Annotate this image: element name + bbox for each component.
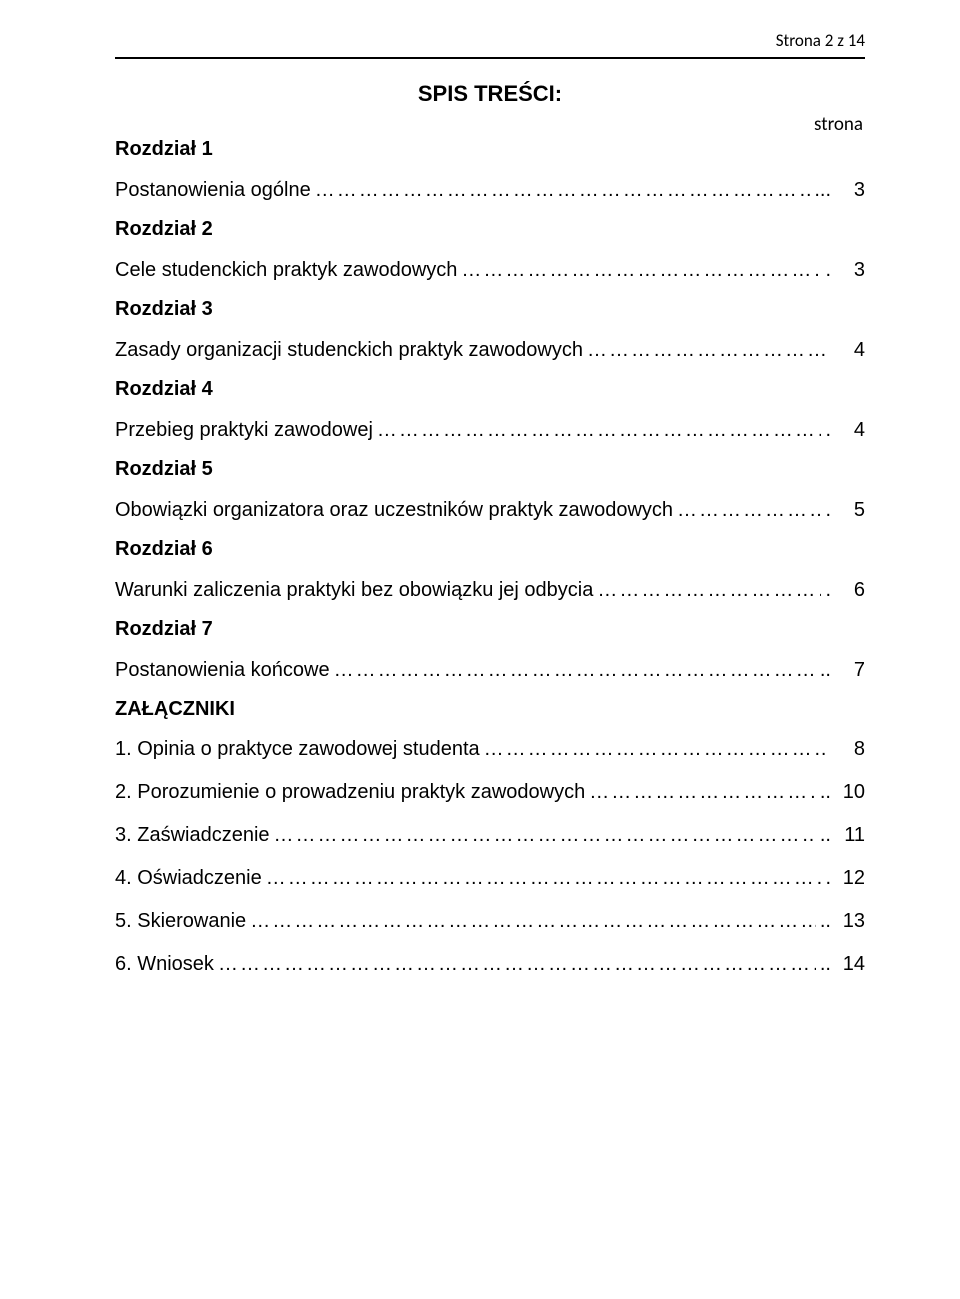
toc-leader-dots: ………………………………………………………………………………………………………… xyxy=(677,495,821,525)
attachment-page: 13 xyxy=(831,906,865,936)
toc-entry-page: 3 xyxy=(831,175,865,205)
toc-entry-page: 4 xyxy=(831,335,865,365)
toc-chapter-block: Rozdział 3 Zasady organizacji studenckich… xyxy=(115,298,865,365)
toc-leader-dots: ………………………………………………………………………………………………………… xyxy=(334,655,816,685)
toc-entry-text: Warunki zaliczenia praktyki bez obowiązk… xyxy=(115,575,593,605)
attachment-page: 8 xyxy=(831,734,865,764)
toc-leader-dots: ………………………………………………………………………………………………………… xyxy=(377,415,822,445)
attachments-title: ZAŁĄCZNIKI xyxy=(115,698,865,721)
toc-entry-text: Przebieg praktyki zawodowej xyxy=(115,415,373,445)
toc-chapter-block: Rozdział 2 Cele studenckich praktyk zawod… xyxy=(115,218,865,285)
toc-leader-dots: ………………………………………………………………………………………………………… xyxy=(315,175,811,205)
toc-chapter-block: Rozdział 6 Warunki zaliczenia praktyki be… xyxy=(115,538,865,605)
column-label-strona: strona xyxy=(115,113,865,136)
chapter-label: Rozdział 4 xyxy=(115,378,865,401)
toc-entry-text: Zasady organizacji studenckich praktyk z… xyxy=(115,335,583,365)
attachment-text: 4. Oświadczenie xyxy=(115,863,262,893)
toc-leader-dots: …………………………………………………………………………………………………………… xyxy=(218,949,816,979)
toc-leader-dots: ………………………………………………………………………………………………………… xyxy=(266,863,822,893)
toc-entry-text: Cele studenckich praktyk zawodowych xyxy=(115,255,457,285)
chapter-label: Rozdział 1 xyxy=(115,138,865,161)
toc-entry-page: 4 xyxy=(831,415,865,445)
toc-entry-page: 6 xyxy=(831,575,865,605)
chapter-label: Rozdział 5 xyxy=(115,458,865,481)
attachment-text: 3. Zaświadczenie xyxy=(115,820,270,850)
header-rule xyxy=(115,57,865,59)
attachment-suffix: .. xyxy=(820,777,831,807)
page-header: Strona 2 z 14 xyxy=(115,30,865,51)
toc-leader-dots: ………………………………………………………………………………………………………… xyxy=(484,734,827,764)
attachment-row: 5. Skierowanie …………………………………………………………………… xyxy=(115,906,865,936)
toc-row: Postanowienia ogólne……………………………………………………… xyxy=(115,175,865,205)
toc-chapter-block: Rozdział 7 Postanowienia końcowe………………………… xyxy=(115,618,865,685)
attachment-suffix: .. xyxy=(820,906,831,936)
chapter-label: Rozdział 7 xyxy=(115,618,865,641)
toc-chapter-block: Rozdział 5 Obowiązki organizatora oraz uc… xyxy=(115,458,865,525)
toc-row: Obowiązki organizatora oraz uczestników … xyxy=(115,495,865,525)
toc-leader-dots: ………………………………………………………………………………………………………… xyxy=(250,906,816,936)
chapter-label: Rozdział 6 xyxy=(115,538,865,561)
attachment-row: 1. Opinia o praktyce zawodowej studenta…… xyxy=(115,734,865,764)
toc-row: Cele studenckich praktyk zawodowych……………… xyxy=(115,255,865,285)
attachment-page: 11 xyxy=(831,820,865,850)
attachment-row: 2. Porozumienie o prowadzeniu praktyk za… xyxy=(115,777,865,807)
attachment-row: 3. Zaświadczenie………………………………………………………………… xyxy=(115,820,865,850)
toc-leader-dots: ………………………………………………………………………………………………………… xyxy=(274,820,816,850)
toc-row: Postanowienia końcowe…………………………………………………… xyxy=(115,655,865,685)
attachment-page: 10 xyxy=(831,777,865,807)
toc-chapter-block: Rozdział 1 Postanowienia ogólne…………………………… xyxy=(115,138,865,205)
document-page: Strona 2 z 14 SPIS TREŚCI: strona Rozdzi… xyxy=(0,0,960,1299)
attachment-suffix: .. xyxy=(820,949,831,979)
attachment-suffix: .. xyxy=(820,820,831,850)
toc-entry-text: Postanowienia końcowe xyxy=(115,655,330,685)
toc-leader-dots: ………………………………………………………………………………………………………… xyxy=(597,575,821,605)
attachment-row: 4. Oświadczenie…………………………………………………………………… xyxy=(115,863,865,893)
attachment-text: 2. Porozumienie o prowadzeniu praktyk za… xyxy=(115,777,585,807)
toc-entry-text: Postanowienia ogólne xyxy=(115,175,311,205)
toc-entry-page: 7 xyxy=(831,655,865,685)
toc-leader-dots: ………………………………………………………………………………………………………… xyxy=(461,255,821,285)
chapter-label: Rozdział 3 xyxy=(115,298,865,321)
attachment-text: 5. Skierowanie xyxy=(115,906,246,936)
attachment-row: 6. Wniosek ……………………………………………………………………………… xyxy=(115,949,865,979)
toc-leader-dots: ………………………………………………………………………………………………………… xyxy=(587,335,827,365)
toc-leader-dots: ………………………………………………………………………………………………………… xyxy=(589,777,816,807)
attachment-text: 6. Wniosek xyxy=(115,949,214,979)
toc-attachments: 1. Opinia o praktyce zawodowej studenta…… xyxy=(115,734,865,979)
toc-row: Zasady organizacji studenckich praktyk z… xyxy=(115,335,865,365)
attachment-text: 1. Opinia o praktyce zawodowej studenta xyxy=(115,734,480,764)
toc-entry-page: 5 xyxy=(831,495,865,525)
toc-row: Warunki zaliczenia praktyki bez obowiązk… xyxy=(115,575,865,605)
toc-chapter-block: Rozdział 4 Przebieg praktyki zawodowej………… xyxy=(115,378,865,445)
toc-chapters: Rozdział 1Postanowienia ogólne…………………………… xyxy=(115,138,865,685)
toc-row: Przebieg praktyki zawodowej…………………………………… xyxy=(115,415,865,445)
chapter-label: Rozdział 2 xyxy=(115,218,865,241)
toc-entry-page: 3 xyxy=(831,255,865,285)
toc-entry-suffix: .. xyxy=(820,655,831,685)
attachment-page: 14 xyxy=(831,949,865,979)
toc-entry-text: Obowiązki organizatora oraz uczestników … xyxy=(115,495,673,525)
toc-entry-suffix: ... xyxy=(814,175,831,205)
toc-title: SPIS TREŚCI: xyxy=(115,81,865,107)
attachment-page: 12 xyxy=(831,863,865,893)
